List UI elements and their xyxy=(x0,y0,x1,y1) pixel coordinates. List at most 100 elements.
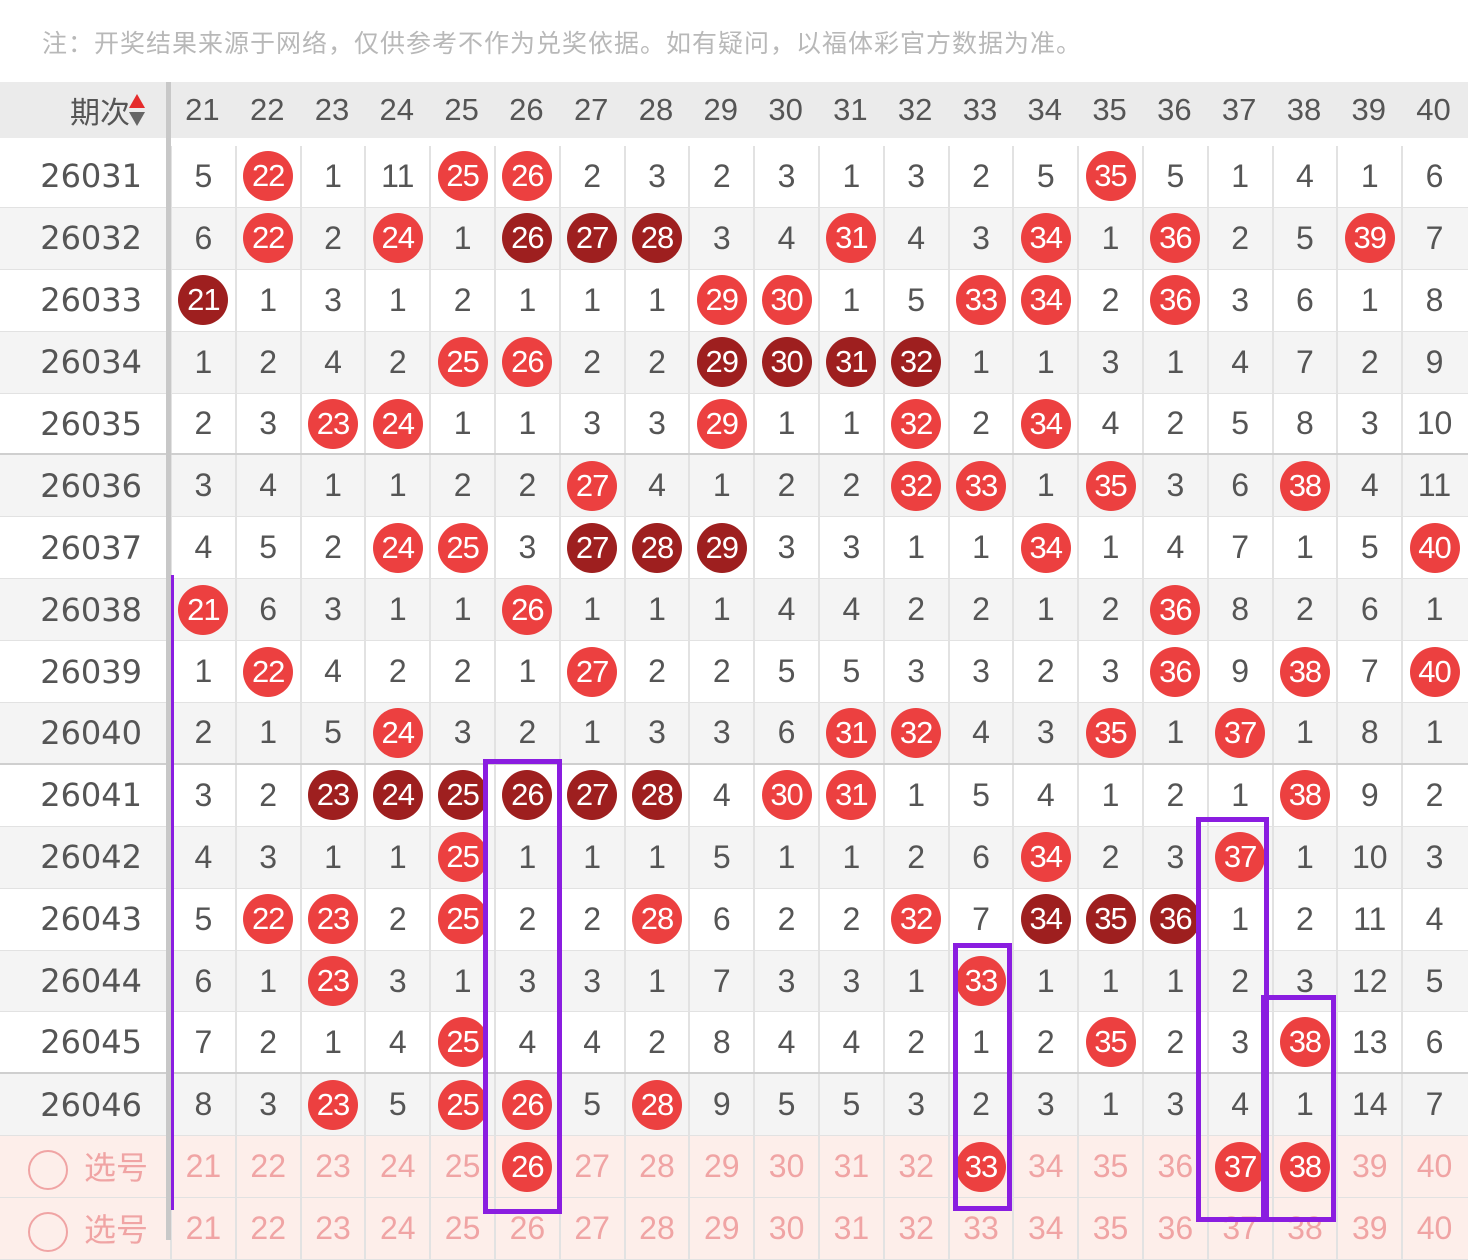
cell-24: R24 xyxy=(364,393,429,454)
column-divider xyxy=(166,82,171,1240)
cell-30: 4 xyxy=(753,579,818,641)
cell-23[interactable]: 23 xyxy=(299,1198,365,1260)
cell-26[interactable]: R26 xyxy=(493,1136,559,1198)
table-row: 26037 4 5 2 R24 R25 3 D27 D28 D29 3 3 1 1 R34 1 4 7 1 5 R40 xyxy=(0,517,1468,580)
cell-36[interactable]: 36 xyxy=(1141,1136,1207,1198)
cell-40[interactable]: 40 xyxy=(1401,1136,1466,1198)
cell-35: 1 xyxy=(1077,764,1142,826)
cell-37[interactable]: R37 xyxy=(1206,1136,1272,1198)
period-number: 26038 xyxy=(40,590,142,629)
ball-number: R21 xyxy=(187,591,220,627)
cell-37: R37 xyxy=(1206,703,1272,763)
ball-number: D27 xyxy=(575,777,609,813)
cell-32[interactable]: 32 xyxy=(882,1198,948,1260)
cell-22[interactable]: 22 xyxy=(234,1136,300,1198)
cell-29[interactable]: 29 xyxy=(688,1136,753,1198)
cell-25: 1 xyxy=(429,950,494,1012)
cell-23: R23 xyxy=(299,393,365,454)
column-header-37: 37 xyxy=(1221,92,1257,127)
cell-34[interactable]: 34 xyxy=(1012,1198,1077,1260)
cell-40: R40 xyxy=(1401,641,1466,703)
cell-28[interactable]: 28 xyxy=(623,1136,689,1198)
ball-number: R22 xyxy=(251,158,285,194)
cell-38[interactable]: R38 xyxy=(1271,1136,1337,1198)
pick-toggle[interactable]: 选号 xyxy=(0,1143,170,1191)
cell-29: 6 xyxy=(688,888,753,950)
cell-28: 1 xyxy=(623,826,689,888)
pick-toggle[interactable]: 选号 xyxy=(0,1205,170,1253)
cell-33: 2 xyxy=(947,146,1013,207)
cell-23[interactable]: 23 xyxy=(299,1136,365,1198)
cell-27[interactable]: 27 xyxy=(558,1198,624,1260)
cell-36: 3 xyxy=(1141,455,1207,517)
cell-33: 1 xyxy=(947,1012,1013,1073)
cell-32[interactable]: 32 xyxy=(882,1136,948,1198)
cell-21[interactable]: 21 xyxy=(170,1136,235,1198)
ball-number: R31 xyxy=(835,220,868,256)
cell-31[interactable]: 31 xyxy=(817,1198,883,1260)
cell-30: 6 xyxy=(753,703,818,763)
table-row: 26040 2 1 5 R24 3 2 1 3 3 6 R31 R32 4 3 R35 1 R37 1 8 1 xyxy=(0,703,1468,765)
cell-28: R28 xyxy=(623,1074,689,1136)
cell-23: 5 xyxy=(299,703,365,763)
drawn-ball: R31 xyxy=(826,213,877,264)
cell-28[interactable]: 28 xyxy=(623,1198,689,1260)
drawn-ball: R26 xyxy=(502,584,553,635)
radio-circle-icon[interactable] xyxy=(27,1212,68,1253)
cell-35[interactable]: 35 xyxy=(1077,1198,1142,1260)
cell-28: 2 xyxy=(623,641,689,703)
cell-27: 1 xyxy=(558,703,624,763)
cell-27: 3 xyxy=(558,950,624,1012)
cell-38: R38 xyxy=(1271,764,1337,826)
ball-number: R34 xyxy=(1029,405,1063,441)
cell-33[interactable]: R33 xyxy=(947,1136,1013,1198)
sort-up-down-icon[interactable] xyxy=(129,94,145,128)
ball-number: R22 xyxy=(251,901,285,937)
cell-25[interactable]: 25 xyxy=(429,1136,494,1198)
cell-27[interactable]: 27 xyxy=(558,1136,624,1198)
cell-22: 2 xyxy=(234,1012,300,1073)
cell-35: 1 xyxy=(1077,517,1142,579)
cell-36: 1 xyxy=(1141,331,1207,393)
table-header: 期次 21 22 23 24 25 26 27 28 29 30 31 32 33 34 35 36 37 38 3… xyxy=(0,82,1468,138)
drawn-ball: R36 xyxy=(1150,584,1201,635)
disclaimer-note: 注：开奖结果来源于网络，仅供参考不作为兑奖依据。如有疑问，以福体彩官方数据为准。 xyxy=(42,29,1083,58)
cell-24[interactable]: 24 xyxy=(364,1136,429,1198)
ball-number: R38 xyxy=(1288,653,1322,689)
cell-23: 1 xyxy=(299,146,365,207)
cell-37: 9 xyxy=(1206,641,1272,703)
cell-24: 5 xyxy=(364,1074,429,1136)
cell-30: 3 xyxy=(753,950,818,1012)
cell-39[interactable]: 39 xyxy=(1336,1136,1401,1198)
cell-37: 2 xyxy=(1206,207,1272,269)
cell-40[interactable]: 40 xyxy=(1401,1198,1466,1260)
cell-29[interactable]: 29 xyxy=(688,1198,753,1260)
cell-39: 10 xyxy=(1336,826,1401,888)
cell-39[interactable]: 39 xyxy=(1336,1198,1401,1260)
cell-35[interactable]: 35 xyxy=(1077,1136,1142,1198)
ball-number: R22 xyxy=(251,220,285,256)
cell-26: R26 xyxy=(493,579,559,641)
cell-30[interactable]: 30 xyxy=(753,1136,818,1198)
ball-number: R24 xyxy=(381,405,415,441)
cell-26: 2 xyxy=(493,703,559,763)
cell-24[interactable]: 24 xyxy=(364,1198,429,1260)
cell-31: 3 xyxy=(817,950,883,1012)
period-number: 26043 xyxy=(40,900,142,939)
cell-34: 2 xyxy=(1012,1012,1077,1073)
cell-21[interactable]: 21 xyxy=(170,1198,235,1260)
ball-number: R27 xyxy=(575,653,609,689)
cell-29: 4 xyxy=(688,764,753,826)
radio-circle-icon[interactable] xyxy=(27,1150,68,1191)
period-sort-header[interactable]: 期次 xyxy=(0,88,170,132)
cell-34[interactable]: 34 xyxy=(1012,1136,1077,1198)
cell-22[interactable]: 22 xyxy=(234,1198,300,1260)
consecutive-ball: D29 xyxy=(696,337,747,388)
cell-36: 1 xyxy=(1141,950,1207,1012)
ball-number: R36 xyxy=(1159,653,1192,689)
cell-30[interactable]: 30 xyxy=(753,1198,818,1260)
drawn-ball: R25 xyxy=(437,1079,488,1130)
cell-31[interactable]: 31 xyxy=(817,1136,883,1198)
drawn-ball: R27 xyxy=(567,646,618,697)
cell-34: 4 xyxy=(1012,764,1077,826)
